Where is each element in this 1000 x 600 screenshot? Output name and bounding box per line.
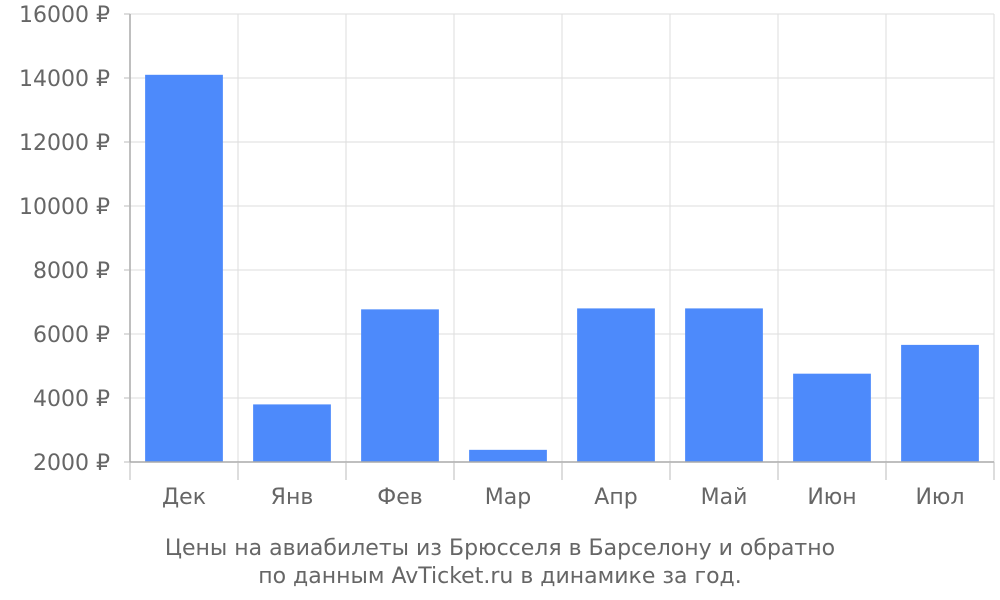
bar <box>685 308 763 462</box>
bar <box>901 344 979 462</box>
chart-caption-line-1: Цены на авиабилеты из Брюсселя в Барсело… <box>165 536 835 561</box>
x-tick-label: Апр <box>594 485 637 510</box>
x-tick-label: Фев <box>377 485 422 510</box>
bar <box>793 373 871 462</box>
y-axis-ticks: 2000 ₽ 4000 ₽ 6000 ₽ 8000 ₽ 10000 ₽ 12000 ₽ 14… <box>19 3 130 476</box>
grid-lines <box>130 13 995 463</box>
bar <box>145 74 223 463</box>
x-tick-label: Янв <box>271 485 314 510</box>
y-tick-label: 2000 ₽ <box>33 451 110 476</box>
y-tick-label: 8000 ₽ <box>33 259 110 284</box>
y-tick-label: 16000 ₽ <box>19 3 110 28</box>
x-axis-ticks: Дек Янв Фев Мар Апр Май Июн Июл <box>129 462 995 510</box>
chart-caption-line-2: по данным AvTicket.ru в динамике за год. <box>258 564 742 589</box>
y-tick-label: 14000 ₽ <box>19 67 110 92</box>
x-tick-label: Мар <box>485 485 531 510</box>
bar <box>253 404 331 462</box>
y-tick-label: 12000 ₽ <box>19 131 110 156</box>
bar <box>577 308 655 462</box>
bars <box>145 74 979 463</box>
bar <box>361 309 439 462</box>
x-tick-label: Май <box>701 485 748 510</box>
y-tick-label: 10000 ₽ <box>19 195 110 220</box>
x-tick-label: Дек <box>162 485 206 510</box>
y-tick-label: 4000 ₽ <box>33 387 110 412</box>
x-tick-label: Июн <box>807 485 856 510</box>
x-tick-label: Июл <box>915 485 964 510</box>
bar <box>469 449 547 462</box>
y-tick-label: 6000 ₽ <box>33 323 110 348</box>
